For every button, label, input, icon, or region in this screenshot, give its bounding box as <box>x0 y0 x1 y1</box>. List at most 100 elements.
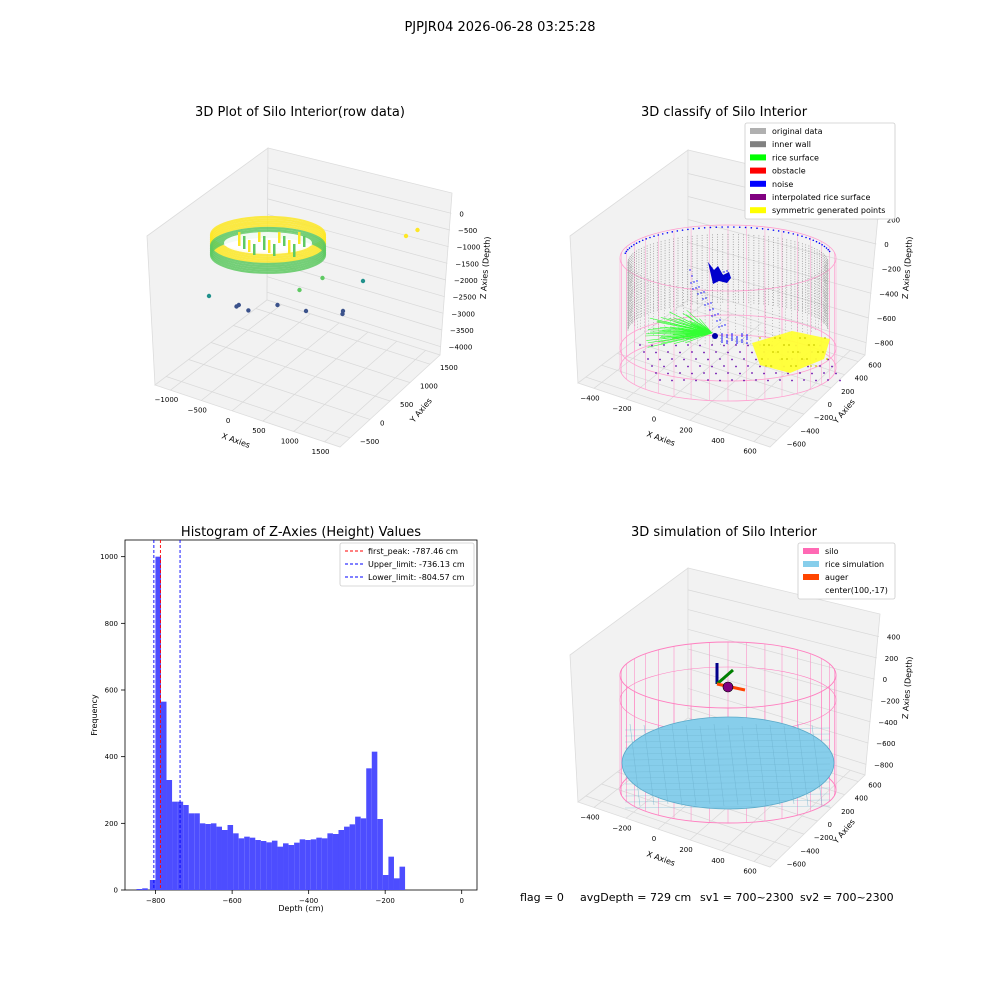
panel1-axes-panes <box>146 147 453 448</box>
outlier-point <box>206 293 212 299</box>
interpolated-point <box>811 372 813 375</box>
interpolated-point <box>719 379 721 382</box>
histogram-bar <box>166 780 173 890</box>
symmetric-point <box>813 344 815 346</box>
noise-point <box>746 338 748 340</box>
gridline-z <box>687 196 877 245</box>
symmetric-point <box>788 344 790 346</box>
noise-point <box>796 234 799 236</box>
surface-spike <box>298 232 301 244</box>
symmetric-point <box>774 337 776 339</box>
histogram-bar <box>244 836 250 890</box>
interpolated-point <box>759 365 761 368</box>
panel3-legend-frame <box>339 542 475 587</box>
noise-point <box>714 314 716 316</box>
gridline-z <box>267 167 452 214</box>
rice-surface-ray <box>650 331 713 334</box>
interpolated-point <box>751 372 753 374</box>
noise-point <box>696 280 698 282</box>
interpolated-point <box>671 379 673 382</box>
noise-center <box>712 333 718 339</box>
noise-point <box>736 342 738 344</box>
z-tick-label: 0 <box>884 241 888 249</box>
figure-suptitle: PJPJR04 2026-06-28 03:25:28 <box>404 20 595 35</box>
interpolated-point <box>703 372 705 374</box>
histogram-bar <box>271 840 278 890</box>
histogram-bar <box>355 816 361 890</box>
legend-swatch <box>750 207 766 214</box>
y-tick-label: 0 <box>828 821 832 829</box>
histogram-bar <box>221 830 228 890</box>
surface-spike <box>268 240 271 253</box>
panel4-zlabel: Z Axies (Depth) <box>901 656 914 719</box>
outlier-point <box>340 311 345 317</box>
histogram-bar <box>238 838 245 890</box>
noise-point <box>635 242 638 245</box>
noise-point <box>709 309 711 311</box>
x-tick-label: 0 <box>459 897 463 905</box>
y-tick-label: −200 <box>814 414 833 422</box>
rice-surface <box>621 716 835 810</box>
rice-mesh-line <box>783 725 795 805</box>
rice-mesh-line <box>727 724 739 806</box>
y-tick-label: −400 <box>800 847 819 855</box>
gridline-y <box>617 353 805 415</box>
interpolated-point <box>659 358 661 361</box>
z-tick-label: −1000 <box>457 244 481 252</box>
rice-mesh-line <box>624 793 831 797</box>
noise-point <box>808 238 811 240</box>
y-tick-label: 600 <box>868 782 881 790</box>
noise-point <box>695 287 697 289</box>
legend-label: center(100,-17) <box>825 586 888 595</box>
y-tick-label: −600 <box>787 860 806 868</box>
noise-point <box>805 236 807 239</box>
surface-spike <box>243 236 246 249</box>
noise-point <box>721 325 723 327</box>
noise-point <box>741 335 743 337</box>
noise-point <box>782 231 785 233</box>
panel-simulation: 3D simulation of Silo Interior −400 −200 0… <box>569 525 914 876</box>
outlier-point <box>297 287 302 293</box>
rice-mesh-line <box>624 799 831 803</box>
histogram-bar <box>310 839 317 890</box>
symmetric-point <box>779 337 781 339</box>
gridline-z <box>267 276 443 331</box>
legend-label: silo <box>825 547 839 556</box>
outlier-point <box>303 308 309 314</box>
panel1-gridlines <box>166 167 452 443</box>
rice-mesh-line <box>769 724 781 806</box>
interpolated-point <box>639 344 641 346</box>
noise-point <box>666 232 669 234</box>
interpolated-point <box>695 358 697 360</box>
gridline-y <box>255 308 431 365</box>
noise-point <box>825 247 828 249</box>
rice-mesh-line <box>624 763 831 767</box>
noise-point <box>736 338 738 340</box>
gridline-z <box>267 198 449 248</box>
histogram-bar <box>349 824 356 890</box>
noise-point <box>692 227 695 230</box>
surface-spike <box>238 232 241 246</box>
rice-mesh-line <box>624 769 831 773</box>
rice-mesh-line <box>685 724 697 806</box>
rice-surface-ray <box>702 328 713 334</box>
noise-point <box>717 313 719 315</box>
panel4-legend-frame <box>797 542 896 600</box>
panel3-vlines <box>153 540 181 890</box>
interpolated-point <box>691 351 693 353</box>
interpolated-point <box>711 365 713 368</box>
y-tick-label: −600 <box>787 440 806 448</box>
interpolated-point <box>683 379 685 381</box>
interpolated-point <box>739 372 741 375</box>
panel3-title: Histogram of Z-Axies (Height) Values <box>181 525 421 540</box>
z-tick-label: 0 <box>459 210 463 218</box>
panel2-zlabel: Z Axies (Depth) <box>901 236 914 299</box>
z-tick-label: −2000 <box>454 277 478 285</box>
interpolated-point <box>815 379 817 382</box>
panel2-title: 3D classify of Silo Interior <box>641 105 808 120</box>
symmetric-point <box>786 358 788 360</box>
interpolated-point <box>667 351 669 353</box>
gridline-y <box>585 376 777 441</box>
y-tick-label: 400 <box>855 795 868 803</box>
x-tick-label: −400 <box>580 813 599 821</box>
